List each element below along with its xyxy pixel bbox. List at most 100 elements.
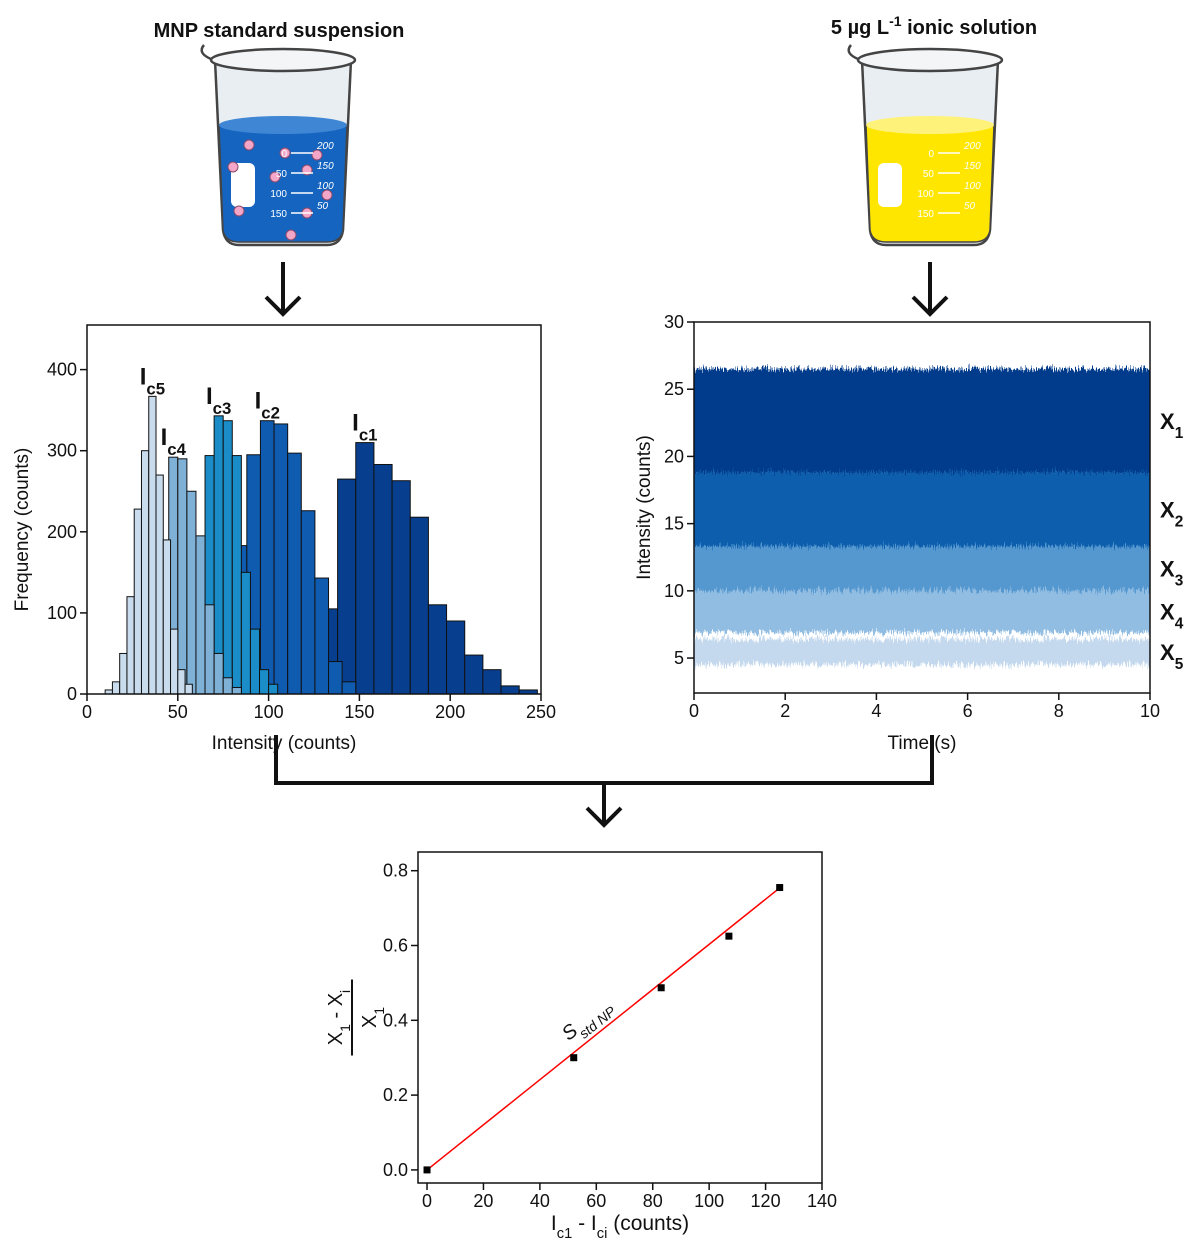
x-axis-label: Ic1 - Ici (counts) bbox=[551, 1212, 689, 1241]
beaker-ionic: 0 50 100 150 200 150 100 50 bbox=[847, 43, 1004, 247]
series-label-part: c3 bbox=[213, 398, 232, 417]
y-tick-label: 0.2 bbox=[383, 1085, 408, 1105]
histogram-bar bbox=[482, 669, 502, 695]
signal-band bbox=[694, 369, 1150, 473]
series-label-part: c1 bbox=[359, 425, 378, 444]
y-tick-label: 0.4 bbox=[383, 1010, 408, 1030]
chart-title-part: 5 µg L bbox=[831, 17, 889, 39]
y-tick-label: 200 bbox=[47, 522, 77, 542]
histogram-bar bbox=[231, 455, 242, 695]
histogram-bar bbox=[133, 508, 142, 695]
y-label-denominator: X1 bbox=[359, 1007, 387, 1028]
y-label-numerator-part: X bbox=[325, 1032, 347, 1045]
x-tick-label: 2 bbox=[780, 701, 790, 721]
fit-line bbox=[426, 885, 783, 1171]
beaker-scale: 50 bbox=[964, 201, 976, 212]
series-label-part: X bbox=[1160, 557, 1175, 582]
y-tick-label: 10 bbox=[664, 581, 684, 601]
band-group bbox=[694, 369, 1150, 665]
series-label-part: I bbox=[255, 388, 262, 415]
data-point bbox=[725, 932, 733, 940]
series-label-part: 5 bbox=[1175, 656, 1184, 673]
beaker-scale: 150 bbox=[317, 161, 334, 172]
beaker-mnp: 0 50 100 150 200 150 100 50 bbox=[200, 43, 357, 247]
y-tick-label: 300 bbox=[47, 441, 77, 461]
histogram-bar bbox=[259, 669, 270, 695]
x-axis-label-part: c1 bbox=[557, 1226, 573, 1241]
histogram-bar bbox=[259, 420, 275, 695]
beaker-scale: 50 bbox=[317, 201, 329, 212]
histogram-bar bbox=[446, 620, 466, 695]
histogram-bar bbox=[162, 539, 172, 695]
series-label-part: I bbox=[161, 424, 168, 451]
series-label-part: X bbox=[1160, 640, 1175, 665]
x-tick-label: 150 bbox=[344, 702, 374, 722]
y-label-numerator-part: i bbox=[337, 990, 353, 993]
histogram-bar bbox=[155, 474, 164, 695]
y-tick-label: 25 bbox=[664, 379, 684, 399]
series-label: X1 bbox=[1160, 409, 1184, 442]
histogram-bar bbox=[119, 652, 128, 695]
histogram-bar bbox=[355, 442, 375, 695]
x-axis-label-part: I bbox=[551, 1212, 557, 1235]
signal-band bbox=[694, 639, 1150, 665]
histogram-bar bbox=[328, 661, 343, 695]
x-axis-label-part: ci bbox=[597, 1226, 608, 1241]
series-label: X3 bbox=[1160, 557, 1183, 590]
x-tick-label: 0 bbox=[82, 702, 92, 722]
x-tick-label: 40 bbox=[530, 1191, 550, 1211]
x-tick-label: 250 bbox=[526, 702, 556, 722]
series-label-part: I bbox=[352, 410, 359, 437]
y-tick-label: 0.0 bbox=[383, 1160, 408, 1180]
histogram-bar bbox=[268, 683, 279, 695]
series-label-part: X bbox=[1160, 498, 1175, 523]
x-axis-label-part: - I bbox=[572, 1212, 597, 1235]
series-label-part: I bbox=[140, 363, 147, 390]
histogram-bar bbox=[500, 685, 520, 695]
series-label: Ic3 bbox=[206, 383, 231, 418]
histogram-bar bbox=[222, 420, 233, 695]
y-tick-label: 15 bbox=[664, 514, 684, 534]
x-tick-label: 60 bbox=[586, 1191, 606, 1211]
signal-band bbox=[694, 546, 1150, 591]
y-tick-label: 100 bbox=[47, 603, 77, 623]
y-label-denominator-part: 1 bbox=[371, 1007, 387, 1015]
histogram-bar bbox=[186, 490, 197, 695]
x-tick-label: 50 bbox=[168, 702, 188, 722]
signal-band bbox=[694, 590, 1150, 633]
data-point bbox=[570, 1054, 578, 1062]
histogram-bar bbox=[273, 423, 289, 695]
histogram-bar bbox=[249, 628, 261, 695]
histogram-bar bbox=[177, 669, 186, 695]
series-label-part: c5 bbox=[146, 379, 165, 398]
x-tick-label: 10 bbox=[1140, 701, 1160, 721]
beaker-scale: 100 bbox=[317, 181, 334, 192]
histogram-bar bbox=[177, 458, 188, 695]
series-label-part: c4 bbox=[167, 440, 186, 459]
data-point bbox=[423, 1166, 431, 1174]
histogram-bar bbox=[213, 652, 224, 695]
x-tick-label: 6 bbox=[963, 701, 973, 721]
beaker-scale: 200 bbox=[963, 141, 981, 152]
histogram-bar bbox=[240, 571, 251, 695]
x-axis-label: Time (s) bbox=[888, 733, 957, 754]
y-tick-label: 20 bbox=[664, 446, 684, 466]
y-tick-label: 5 bbox=[674, 648, 684, 668]
y-tick-label: 0.6 bbox=[383, 936, 408, 956]
histogram-bar bbox=[111, 681, 121, 695]
x-tick-label: 200 bbox=[435, 702, 465, 722]
data-point bbox=[776, 884, 784, 892]
chart-title: 5 µg L-1 ionic solution bbox=[831, 13, 1037, 39]
series-label-part: 4 bbox=[1175, 615, 1184, 632]
histogram-bar bbox=[373, 463, 393, 695]
series-label: X4 bbox=[1160, 600, 1184, 633]
beaker-scale: 0 bbox=[928, 149, 934, 160]
series-label-part: c2 bbox=[261, 403, 280, 422]
x-tick-label: 80 bbox=[643, 1191, 663, 1211]
x-axis-label-part: (counts) bbox=[607, 1212, 689, 1235]
beaker-scale: 50 bbox=[923, 169, 935, 180]
x-tick-label: 4 bbox=[871, 701, 881, 721]
series-label-part: X bbox=[1160, 409, 1175, 434]
series-label: X5 bbox=[1160, 640, 1184, 673]
